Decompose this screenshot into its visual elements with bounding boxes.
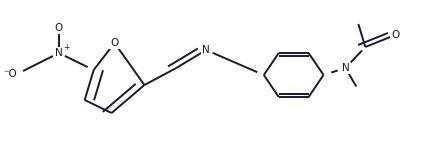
Text: N: N — [341, 63, 349, 73]
Text: O: O — [55, 23, 63, 33]
Text: ⁻O: ⁻O — [3, 69, 17, 79]
Text: N: N — [202, 45, 210, 55]
Text: N: N — [55, 48, 63, 58]
Text: +: + — [63, 43, 70, 52]
Text: O: O — [391, 30, 399, 40]
Text: O: O — [110, 38, 119, 48]
